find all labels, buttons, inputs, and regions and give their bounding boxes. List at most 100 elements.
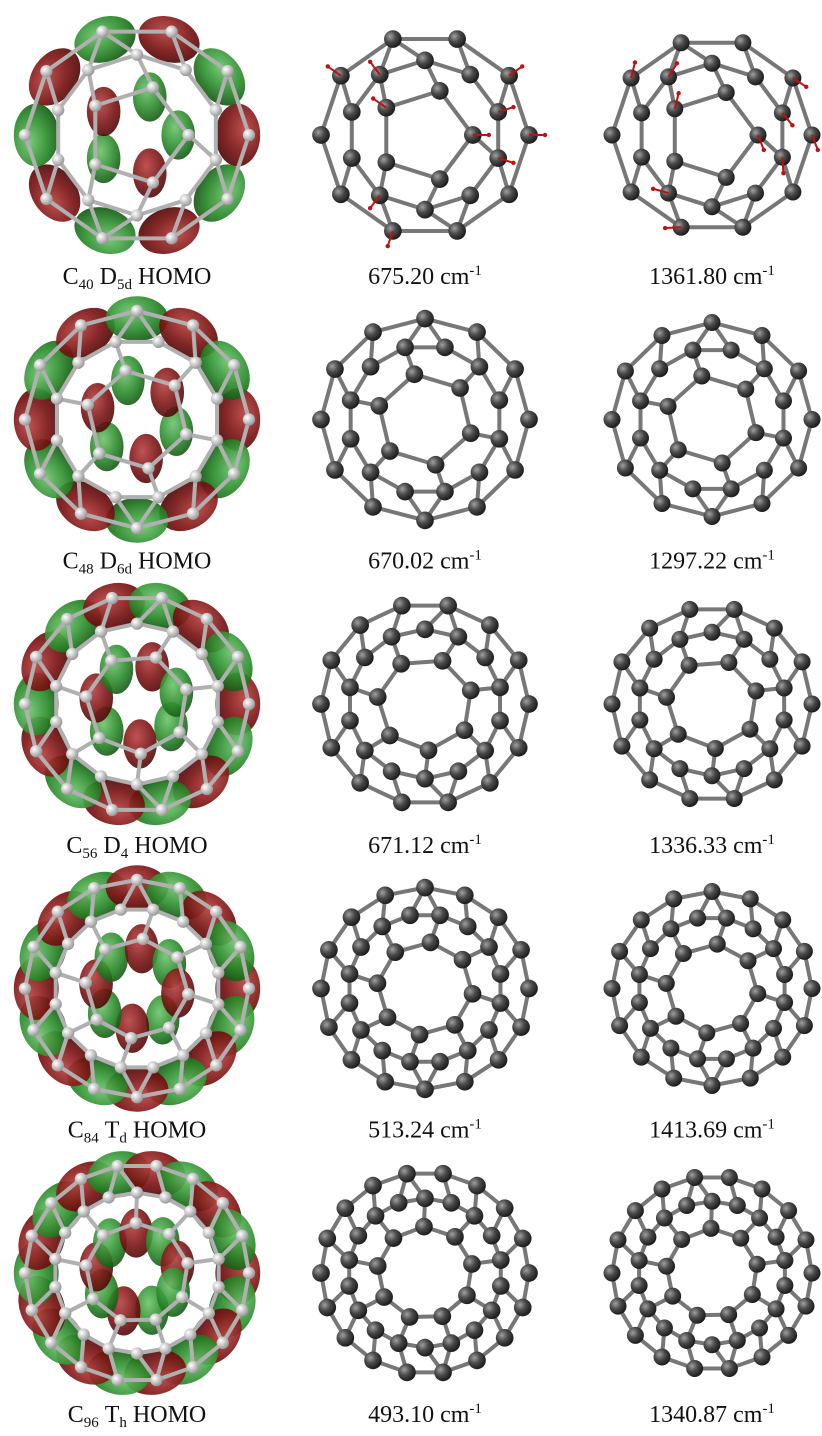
atom [50, 679, 63, 693]
symmetry: D [100, 264, 117, 290]
atom [51, 1059, 64, 1072]
atom [653, 1348, 671, 1366]
atom [111, 1373, 124, 1387]
bond [205, 749, 240, 791]
atom [312, 410, 330, 429]
bond [31, 910, 60, 949]
atom [728, 1331, 746, 1349]
displacement-arrow [665, 226, 682, 230]
atom [657, 974, 675, 992]
atom [671, 630, 689, 648]
unit-exponent: -1 [762, 832, 775, 848]
atom [416, 51, 434, 70]
atom [147, 903, 160, 916]
atom [231, 744, 245, 758]
homo-caption: C96 Th HOMO [68, 1402, 207, 1431]
bond [23, 364, 42, 421]
atom [468, 1176, 486, 1195]
atom [50, 715, 63, 729]
atom [199, 937, 213, 950]
bond [235, 703, 251, 752]
atom [114, 1061, 127, 1074]
bond [232, 418, 251, 475]
atom [130, 48, 144, 61]
atom [458, 1041, 477, 1060]
atom [364, 498, 382, 516]
bond [84, 948, 107, 984]
atom [410, 1025, 429, 1044]
atom [29, 744, 43, 758]
atom [212, 998, 225, 1011]
bond [741, 190, 795, 229]
atom [355, 648, 374, 667]
atom [765, 619, 783, 637]
atom [655, 1209, 673, 1227]
atom [186, 1360, 200, 1374]
atom [84, 915, 98, 928]
element: C [68, 1118, 84, 1144]
bond [235, 656, 251, 705]
atom [405, 365, 424, 384]
atom [352, 1021, 370, 1039]
orbital-lobe [129, 433, 163, 484]
atom [416, 769, 434, 788]
atom [761, 740, 779, 758]
atom [111, 1159, 124, 1173]
atom [199, 1027, 213, 1040]
atom [29, 650, 43, 664]
displacement-arrow [372, 97, 387, 109]
atom [489, 1050, 508, 1069]
atom [50, 392, 64, 405]
atom [720, 1168, 738, 1186]
frequency-unit: cm [440, 549, 470, 575]
atom [490, 391, 509, 410]
bond [80, 1164, 119, 1181]
atom [776, 1276, 794, 1294]
bond [610, 77, 633, 136]
atom [378, 1008, 397, 1027]
atom [87, 1082, 101, 1096]
bond [23, 656, 39, 705]
atom [436, 482, 454, 501]
atom [150, 1159, 163, 1173]
bond [178, 1063, 218, 1091]
bond [507, 134, 531, 195]
bond [169, 199, 188, 240]
atom [416, 511, 434, 530]
atom [465, 1206, 484, 1225]
atom [491, 994, 510, 1012]
atom [129, 1216, 143, 1230]
atom [626, 1326, 644, 1344]
atom [66, 647, 79, 661]
arrow-head [511, 160, 516, 166]
orbital-lobe [161, 110, 196, 160]
displacement-arrow [508, 65, 523, 77]
atom [451, 379, 469, 397]
atom [613, 737, 631, 755]
atom [476, 648, 495, 667]
atom [693, 367, 711, 385]
atom [89, 99, 102, 112]
atom [340, 994, 359, 1012]
atom [482, 1226, 501, 1245]
atom [659, 397, 677, 415]
bond [136, 52, 187, 72]
atom [179, 63, 192, 77]
atom [320, 1018, 338, 1036]
displacement-arrow [652, 187, 669, 195]
atom [506, 360, 524, 378]
atom [666, 152, 684, 170]
bond [34, 749, 69, 791]
bond [34, 617, 69, 659]
frequency-value: 675.20 [368, 264, 434, 290]
arrow-head [790, 123, 795, 128]
atom [735, 760, 753, 778]
atom [27, 940, 40, 954]
atom [216, 1336, 229, 1349]
atom [40, 192, 53, 206]
atom [74, 319, 88, 332]
atom [212, 1252, 225, 1266]
bond [44, 70, 61, 111]
atom [109, 335, 122, 349]
bond [38, 472, 83, 516]
